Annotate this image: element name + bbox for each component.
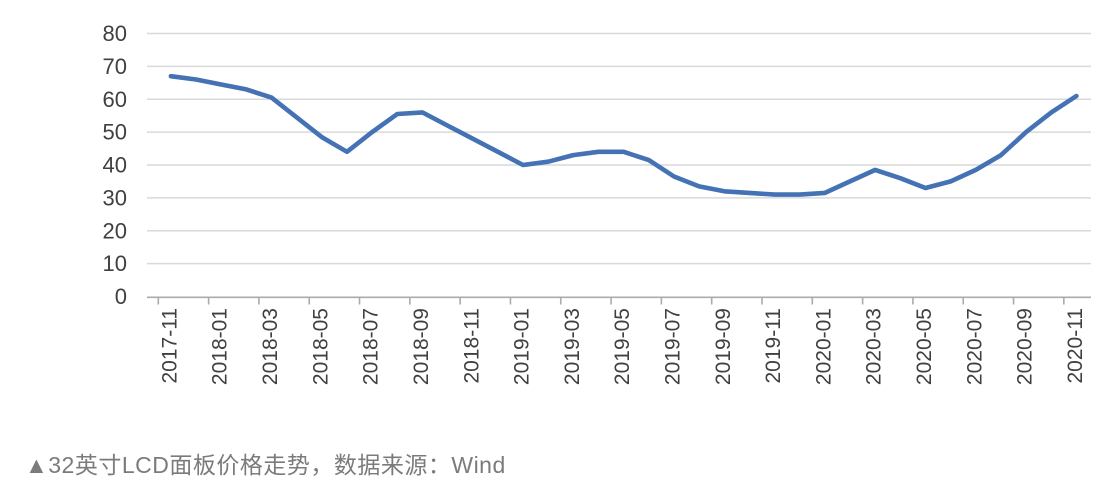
x-axis-tick-label: 2017-11 [158,308,181,384]
y-axis-tick-label: 70 [103,54,127,79]
x-axis-tick-label: 2019-03 [561,308,584,385]
x-axis-tick-label: 2018-05 [309,308,332,385]
x-axis-tick-label: 2020-05 [913,308,936,385]
x-axis-tick-label: 2018-11 [460,308,483,384]
price-trend-chart: 0 10 20 30 40 50 60 70 80 2017-11 2018-01 2018-03 20… [103,21,1091,385]
x-axis-tick-label: 2018-09 [410,308,433,385]
x-axis-tick-label: 2019-09 [712,308,735,385]
x-axis-tick-label: 2019-11 [762,308,785,384]
x-axis-tick-label: 2020-01 [812,308,835,385]
x-axis-tick-label: 2018-03 [259,308,282,385]
x-axis-tick-label: 2019-05 [611,308,634,385]
y-axis-tick-label: 80 [103,21,127,46]
x-axis-tick-label: 2018-01 [209,308,232,385]
x-axis-tick-label: 2019-01 [511,308,534,385]
chart-caption: ▲32英寸LCD面板价格走势，数据来源：Wind [25,452,506,478]
y-axis-tick-label: 0 [115,284,127,309]
y-axis-tick-label: 30 [103,185,127,210]
y-axis-tick-label: 60 [103,87,127,112]
x-axis-tick-label: 2019-07 [662,308,685,385]
x-axis-tick-label: 2020-07 [963,308,986,385]
y-axis-tick-label: 50 [103,120,127,145]
x-axis-tick-label: 2020-11 [1064,308,1087,384]
x-axis-tick-label: 2020-03 [863,308,886,385]
y-axis-tick-label: 10 [103,251,127,276]
y-axis-tick-label: 40 [103,153,127,178]
y-axis-tick-label: 20 [103,218,127,243]
price-line-series [168,73,1079,197]
x-axis-tick-label: 2018-07 [360,308,383,385]
x-axis-tick-label: 2020-09 [1014,308,1037,385]
